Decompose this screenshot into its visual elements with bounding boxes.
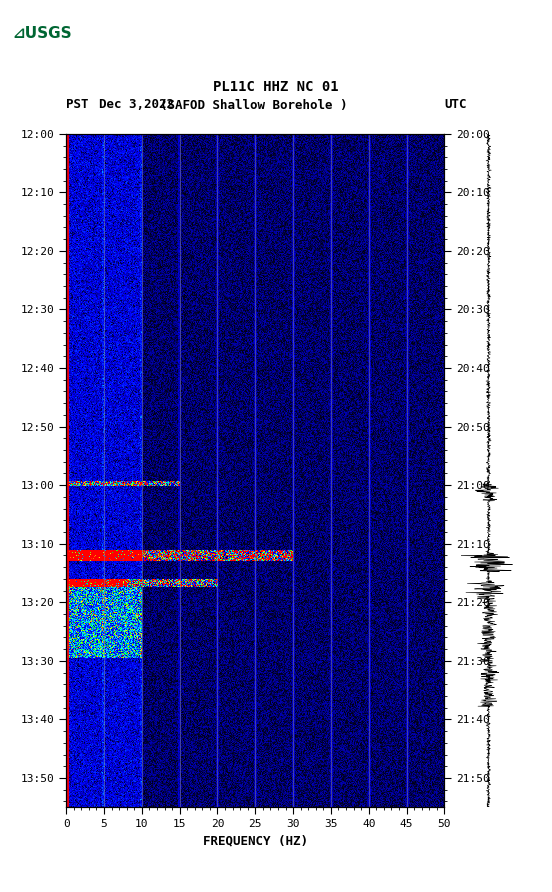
Text: ⊿USGS: ⊿USGS [12, 26, 72, 41]
Text: Dec 3,2022: Dec 3,2022 [99, 98, 174, 112]
X-axis label: FREQUENCY (HZ): FREQUENCY (HZ) [203, 835, 308, 847]
Text: PL11C HHZ NC 01: PL11C HHZ NC 01 [213, 79, 339, 94]
Text: UTC: UTC [444, 98, 467, 112]
Text: (SAFOD Shallow Borehole ): (SAFOD Shallow Borehole ) [160, 98, 348, 112]
Text: PST: PST [66, 98, 89, 112]
